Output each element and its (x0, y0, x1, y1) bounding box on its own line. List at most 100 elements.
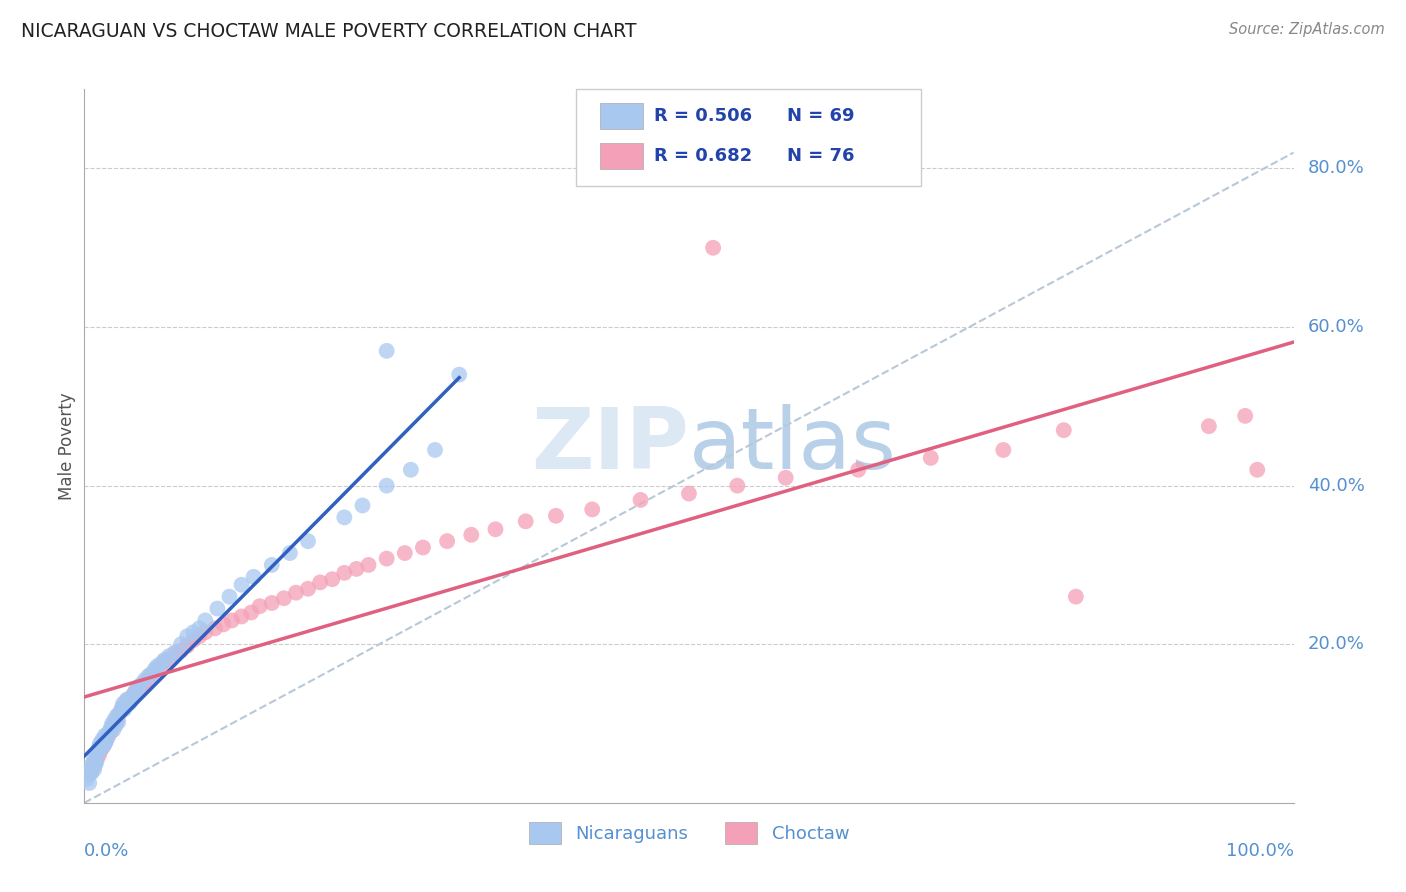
Point (149, 657, 172, 671)
Point (87, 740, 110, 755)
Point (678, 486, 700, 500)
Point (333, 510, 356, 524)
Point (176, 639, 198, 653)
Point (97, 726, 120, 740)
Point (112, 697, 135, 711)
Point (515, 514, 537, 528)
Text: N = 69: N = 69 (787, 107, 855, 125)
Point (412, 541, 434, 555)
Point (544, 508, 567, 523)
Y-axis label: Male Poverty: Male Poverty (58, 392, 76, 500)
Point (221, 614, 243, 628)
Point (176, 629, 198, 643)
Point (91, 732, 114, 747)
Point (82, 756, 104, 771)
Point (82, 760, 104, 774)
Point (1198, 419, 1220, 434)
Text: 80.0%: 80.0% (1308, 160, 1365, 178)
Point (138, 669, 160, 683)
Point (260, 558, 283, 572)
Point (273, 591, 295, 606)
Text: Source: ZipAtlas.com: Source: ZipAtlas.com (1229, 22, 1385, 37)
Point (249, 599, 271, 614)
Point (100, 724, 122, 739)
Text: 40.0%: 40.0% (1308, 476, 1365, 495)
Point (399, 463, 422, 477)
Point (375, 551, 398, 566)
Text: 20.0%: 20.0% (1308, 635, 1365, 653)
Point (83, 752, 105, 766)
Point (357, 558, 380, 572)
Point (188, 629, 211, 643)
Point (120, 694, 142, 708)
Point (284, 585, 308, 599)
Point (321, 572, 343, 586)
Point (460, 528, 482, 542)
Point (181, 633, 204, 648)
Point (138, 673, 160, 687)
Point (77, 768, 100, 782)
Point (204, 621, 226, 635)
Point (170, 643, 193, 657)
Point (134, 678, 156, 692)
Point (115, 692, 138, 706)
Point (194, 625, 217, 640)
Point (207, 601, 229, 615)
Point (79, 764, 101, 778)
Point (165, 645, 187, 659)
Point (143, 663, 166, 677)
Point (375, 478, 398, 492)
Point (242, 570, 264, 584)
Point (86, 755, 108, 769)
Point (103, 723, 125, 737)
Point (449, 368, 471, 382)
Point (346, 562, 368, 576)
Point (86, 744, 108, 758)
Point (153, 653, 176, 667)
Point (375, 343, 398, 358)
Point (309, 575, 332, 590)
Point (121, 689, 143, 703)
Point (120, 694, 142, 708)
Point (725, 478, 748, 492)
Point (157, 651, 180, 665)
Point (278, 546, 301, 560)
Point (96, 731, 118, 745)
Point (146, 663, 169, 677)
Point (91, 740, 114, 755)
Point (107, 708, 129, 723)
Point (141, 667, 163, 681)
Text: NICARAGUAN VS CHOCTAW MALE POVERTY CORRELATION CHART: NICARAGUAN VS CHOCTAW MALE POVERTY CORRE… (21, 22, 637, 41)
Point (111, 700, 134, 714)
Point (1246, 463, 1268, 477)
Point (134, 673, 156, 687)
Point (153, 655, 176, 669)
Point (1064, 590, 1087, 604)
Point (76, 768, 98, 782)
Point (94, 732, 117, 747)
Point (94, 728, 117, 742)
Point (117, 692, 139, 706)
Point (94, 734, 117, 748)
Point (170, 637, 193, 651)
Point (86, 752, 108, 766)
Point (231, 609, 253, 624)
Point (110, 705, 132, 719)
Point (124, 685, 146, 699)
Point (775, 471, 797, 485)
Point (1234, 409, 1257, 423)
Point (1053, 423, 1076, 437)
Text: N = 76: N = 76 (787, 147, 855, 165)
Point (139, 667, 162, 681)
Point (94, 736, 117, 750)
Point (181, 625, 204, 640)
Text: R = 0.506: R = 0.506 (654, 107, 752, 125)
Text: 0.0%: 0.0% (84, 842, 129, 860)
Point (484, 522, 506, 536)
Point (101, 716, 124, 731)
Point (846, 463, 869, 477)
Point (98, 724, 121, 739)
Point (352, 499, 374, 513)
Point (231, 578, 253, 592)
Point (630, 492, 652, 507)
